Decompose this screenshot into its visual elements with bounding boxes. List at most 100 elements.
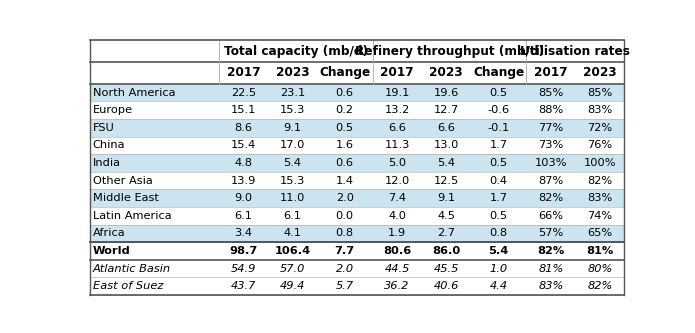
Bar xyxy=(422,189,471,207)
Text: 57.0: 57.0 xyxy=(279,264,305,274)
Text: 81%: 81% xyxy=(587,246,614,256)
Bar xyxy=(422,277,471,295)
Bar xyxy=(526,207,575,225)
Bar xyxy=(219,189,268,207)
Bar xyxy=(373,225,422,242)
Text: 86.0: 86.0 xyxy=(432,246,460,256)
Bar xyxy=(268,84,317,101)
Bar xyxy=(317,260,373,277)
Bar xyxy=(219,119,268,137)
Text: 2023: 2023 xyxy=(430,67,463,80)
Text: 83%: 83% xyxy=(587,193,612,203)
Text: 0.0: 0.0 xyxy=(336,211,354,221)
Bar xyxy=(90,225,219,242)
Text: 44.5: 44.5 xyxy=(384,264,410,274)
Text: 1.4: 1.4 xyxy=(336,175,354,185)
Text: 5.4: 5.4 xyxy=(489,246,509,256)
Text: North America: North America xyxy=(93,88,175,98)
Text: 54.9: 54.9 xyxy=(231,264,256,274)
Bar xyxy=(526,137,575,154)
Text: 1.0: 1.0 xyxy=(489,264,507,274)
Bar xyxy=(575,207,624,225)
Bar xyxy=(317,154,373,172)
Bar xyxy=(575,84,624,101)
Text: 23.1: 23.1 xyxy=(279,88,305,98)
Bar xyxy=(317,207,373,225)
Text: 15.3: 15.3 xyxy=(279,175,305,185)
Bar xyxy=(317,225,373,242)
Bar xyxy=(90,119,219,137)
Text: 9.1: 9.1 xyxy=(284,123,302,133)
Text: Total capacity (mb/d): Total capacity (mb/d) xyxy=(224,45,368,58)
Text: 82%: 82% xyxy=(587,175,612,185)
Bar xyxy=(471,84,526,101)
Text: 7.7: 7.7 xyxy=(335,246,355,256)
Text: 4.1: 4.1 xyxy=(284,228,302,238)
Bar xyxy=(422,62,471,84)
Text: 0.5: 0.5 xyxy=(336,123,354,133)
Text: Africa: Africa xyxy=(93,228,125,238)
Text: 12.5: 12.5 xyxy=(434,175,459,185)
Bar xyxy=(90,172,219,189)
Text: 19.6: 19.6 xyxy=(434,88,459,98)
Text: 2.0: 2.0 xyxy=(336,264,354,274)
Bar xyxy=(373,41,526,62)
Text: 82%: 82% xyxy=(587,281,612,291)
Text: 13.0: 13.0 xyxy=(434,141,459,151)
Text: 5.4: 5.4 xyxy=(284,158,302,168)
Bar xyxy=(373,154,422,172)
Bar xyxy=(268,242,317,260)
Bar xyxy=(268,277,317,295)
Bar xyxy=(526,242,575,260)
Text: Utilisation rates: Utilisation rates xyxy=(521,45,630,58)
Text: Latin America: Latin America xyxy=(93,211,172,221)
Text: 73%: 73% xyxy=(539,141,564,151)
Text: 83%: 83% xyxy=(539,281,564,291)
Bar xyxy=(526,277,575,295)
Bar xyxy=(471,242,526,260)
Bar xyxy=(219,172,268,189)
Bar xyxy=(422,207,471,225)
Text: 4.0: 4.0 xyxy=(388,211,406,221)
Bar xyxy=(471,189,526,207)
Text: 2017: 2017 xyxy=(227,67,260,80)
Bar xyxy=(373,137,422,154)
Bar xyxy=(373,242,422,260)
Bar xyxy=(575,260,624,277)
Text: 0.5: 0.5 xyxy=(489,88,507,98)
Text: 85%: 85% xyxy=(539,88,564,98)
Bar xyxy=(575,225,624,242)
Bar xyxy=(268,137,317,154)
Text: 17.0: 17.0 xyxy=(279,141,305,151)
Bar xyxy=(317,62,373,84)
Text: 2023: 2023 xyxy=(583,67,616,80)
Text: 12.7: 12.7 xyxy=(434,105,459,115)
Text: 4.5: 4.5 xyxy=(437,211,455,221)
Text: 5.4: 5.4 xyxy=(437,158,455,168)
Bar xyxy=(526,84,575,101)
Text: 0.5: 0.5 xyxy=(489,211,507,221)
Text: Other Asia: Other Asia xyxy=(93,175,152,185)
Text: 43.7: 43.7 xyxy=(231,281,256,291)
Text: 100%: 100% xyxy=(584,158,616,168)
Text: Europe: Europe xyxy=(93,105,133,115)
Text: -0.6: -0.6 xyxy=(487,105,509,115)
Bar xyxy=(373,119,422,137)
Bar xyxy=(575,154,624,172)
Text: 80.6: 80.6 xyxy=(383,246,411,256)
Bar xyxy=(471,225,526,242)
Text: 3.4: 3.4 xyxy=(234,228,252,238)
Bar xyxy=(526,260,575,277)
Bar xyxy=(373,260,422,277)
Bar xyxy=(575,62,624,84)
Text: 81%: 81% xyxy=(539,264,564,274)
Bar xyxy=(422,172,471,189)
Bar xyxy=(317,242,373,260)
Text: Change: Change xyxy=(473,67,524,80)
Text: 0.6: 0.6 xyxy=(336,158,354,168)
Bar xyxy=(575,119,624,137)
Bar xyxy=(219,207,268,225)
Bar xyxy=(471,277,526,295)
Bar xyxy=(471,101,526,119)
Text: 6.1: 6.1 xyxy=(284,211,302,221)
